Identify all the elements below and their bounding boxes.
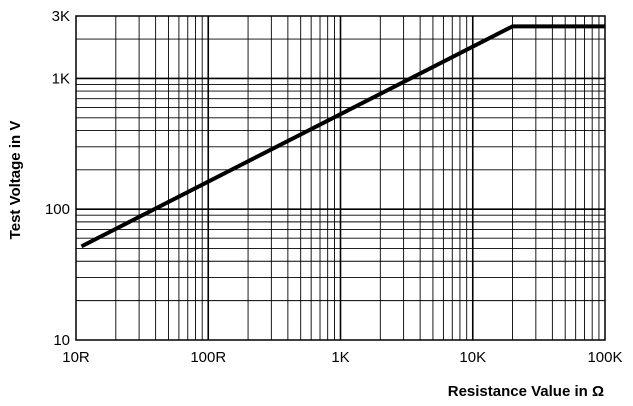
x-tick-label: 100R [190,349,226,366]
y-tick-label: 10 [53,332,70,349]
y-tick-label: 1K [52,70,70,87]
x-tick-label: 10R [62,349,90,366]
y-tick-label: 3K [52,8,70,25]
x-tick-label: 1K [331,349,349,366]
x-tick-labels: 10R 100R 1K 10K 100K [62,349,622,366]
series-layer [80,24,605,249]
series-line [80,24,605,249]
plot-frame [75,15,606,341]
grid [76,16,605,340]
y-tick-label: 100 [45,201,70,218]
x-tick-label: 10K [459,349,486,366]
x-tick-label: 100K [587,349,622,366]
x-axis-title: Resistance Value in Ω [448,383,604,400]
y-tick-labels: 10 100 1K 3K [45,8,70,349]
y-axis-title: Test Voltage in V [7,121,24,240]
